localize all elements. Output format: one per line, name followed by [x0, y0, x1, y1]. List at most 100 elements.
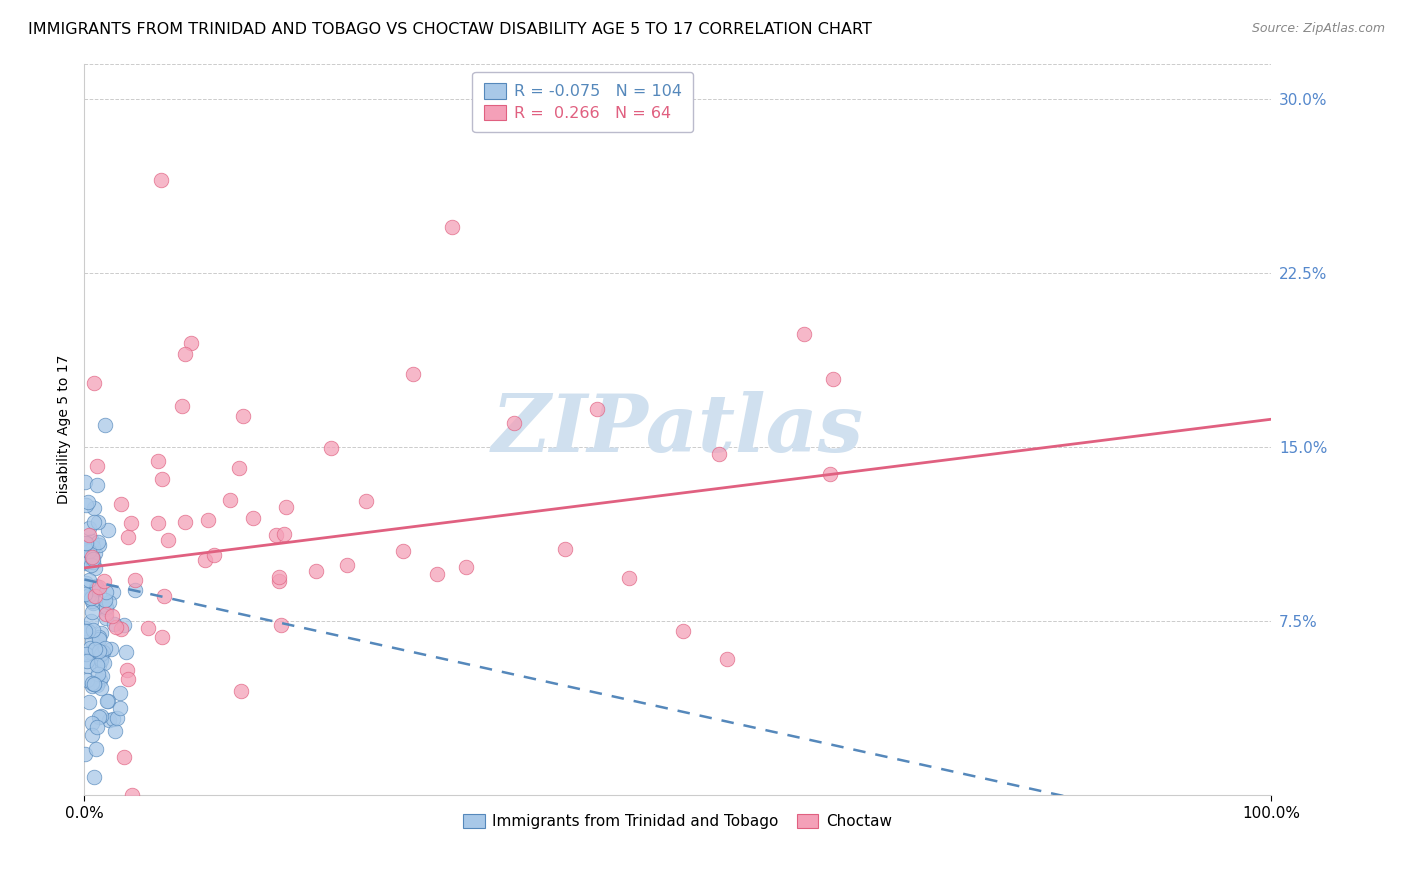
Point — [242, 511, 264, 525]
Point — [273, 527, 295, 541]
Point — [150, 472, 173, 486]
Text: IMMIGRANTS FROM TRINIDAD AND TOBAGO VS CHOCTAW DISABILITY AGE 5 TO 17 CORRELATIO: IMMIGRANTS FROM TRINIDAD AND TOBAGO VS C… — [28, 22, 872, 37]
Point — [83, 515, 105, 529]
Point — [716, 652, 738, 666]
Point — [86, 534, 108, 549]
Point — [82, 715, 104, 730]
Point — [197, 513, 219, 527]
Point — [75, 747, 97, 761]
Point — [82, 533, 104, 548]
Point — [79, 640, 101, 655]
Point — [264, 528, 287, 542]
Point — [77, 659, 100, 673]
Point — [82, 634, 104, 648]
Point — [90, 625, 112, 640]
Point — [204, 548, 226, 562]
Point — [232, 409, 254, 423]
Point — [77, 528, 100, 542]
Point — [124, 573, 146, 587]
Point — [112, 749, 135, 764]
Point — [617, 571, 640, 585]
Point — [104, 724, 127, 739]
Point — [90, 681, 112, 695]
Legend: Immigrants from Trinidad and Tobago, Choctaw: Immigrants from Trinidad and Tobago, Cho… — [457, 807, 898, 835]
Point — [136, 621, 159, 635]
Point — [73, 555, 96, 569]
Point — [87, 710, 110, 724]
Point — [454, 559, 477, 574]
Point — [120, 516, 142, 530]
Point — [86, 676, 108, 690]
Point — [87, 630, 110, 644]
Point — [86, 458, 108, 473]
Point — [73, 536, 96, 550]
Point — [76, 673, 98, 687]
Point — [170, 399, 193, 413]
Point — [77, 588, 100, 602]
Point — [103, 617, 125, 632]
Point — [77, 624, 100, 638]
Point — [101, 712, 124, 726]
Point — [98, 713, 121, 727]
Point — [80, 591, 103, 606]
Text: Source: ZipAtlas.com: Source: ZipAtlas.com — [1251, 22, 1385, 36]
Point — [793, 326, 815, 341]
Point — [84, 546, 107, 560]
Point — [90, 653, 112, 667]
Point — [820, 467, 842, 481]
Point — [709, 446, 731, 460]
Point — [83, 561, 105, 575]
Point — [117, 530, 139, 544]
Point — [276, 500, 298, 515]
Point — [90, 648, 112, 662]
Point — [77, 694, 100, 708]
Point — [84, 579, 107, 593]
Point — [84, 582, 107, 596]
Point — [80, 558, 103, 572]
Point — [150, 173, 173, 187]
Point — [80, 547, 103, 561]
Point — [672, 624, 695, 638]
Point — [77, 494, 100, 508]
Point — [426, 567, 449, 582]
Point — [441, 219, 464, 234]
Point — [93, 656, 115, 670]
Point — [80, 550, 103, 565]
Point — [105, 711, 128, 725]
Point — [90, 709, 112, 723]
Point — [105, 620, 128, 634]
Point — [150, 630, 173, 644]
Point — [87, 658, 110, 673]
Point — [97, 523, 120, 537]
Point — [93, 574, 115, 588]
Point — [503, 417, 526, 431]
Point — [269, 574, 291, 588]
Point — [336, 558, 359, 573]
Point — [173, 515, 195, 529]
Point — [77, 521, 100, 535]
Point — [76, 654, 98, 668]
Point — [174, 347, 197, 361]
Point — [586, 402, 609, 417]
Point — [87, 667, 110, 681]
Point — [270, 618, 292, 632]
Point — [73, 475, 96, 489]
Point — [83, 677, 105, 691]
Point — [96, 602, 118, 616]
Point — [83, 770, 105, 784]
Point — [80, 614, 103, 628]
Point — [82, 593, 104, 607]
Point — [108, 686, 131, 700]
Point — [96, 694, 118, 708]
Point — [86, 644, 108, 658]
Point — [180, 335, 202, 350]
Point — [83, 589, 105, 603]
Point — [73, 624, 96, 638]
Point — [96, 607, 118, 621]
Point — [91, 645, 114, 659]
Point — [319, 441, 342, 455]
Point — [84, 641, 107, 656]
Point — [89, 673, 111, 687]
Point — [101, 585, 124, 599]
Point — [146, 516, 169, 531]
